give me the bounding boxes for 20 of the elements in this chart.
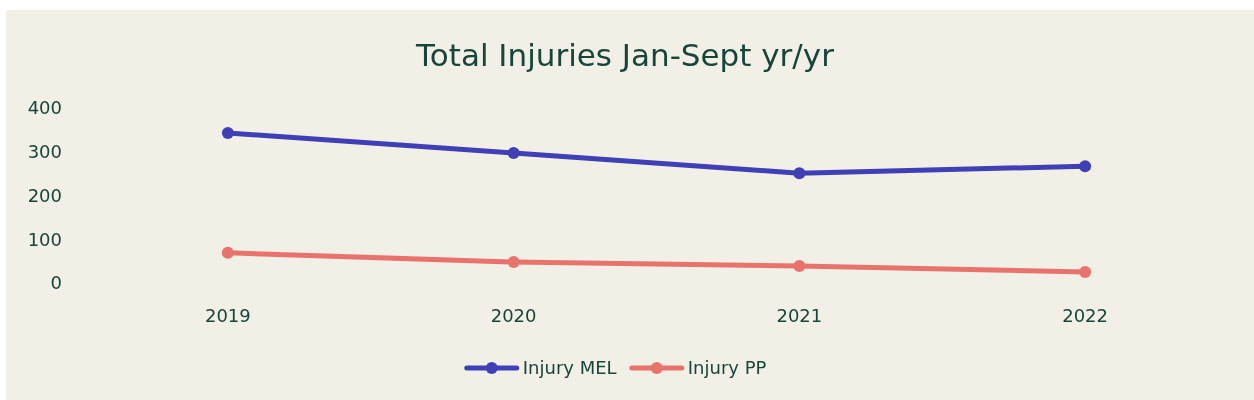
point [1079, 266, 1092, 279]
x-tick-label: 2022 [1062, 305, 1109, 326]
y-tick-label: 300 [27, 141, 62, 163]
y-tick-label: 0 [50, 272, 62, 294]
x-tick-label: 2020 [490, 305, 537, 326]
point [507, 256, 520, 268]
x-tick-label: 2021 [776, 305, 823, 326]
y-tick-label: 100 [27, 228, 62, 250]
y-tick-label: 200 [27, 184, 62, 206]
chart-title: Total Injuries Jan-Sept yr/yr [415, 37, 835, 73]
point [221, 126, 234, 139]
point [221, 246, 234, 259]
legend-label: Injury MEL [522, 357, 617, 379]
legend-label: Injury PP [687, 357, 767, 379]
point [793, 167, 806, 180]
point [793, 259, 806, 272]
y-tick-label: 400 [27, 97, 62, 119]
x-tick-label: 2019 [204, 305, 251, 326]
point [1079, 160, 1092, 173]
point [507, 147, 520, 160]
